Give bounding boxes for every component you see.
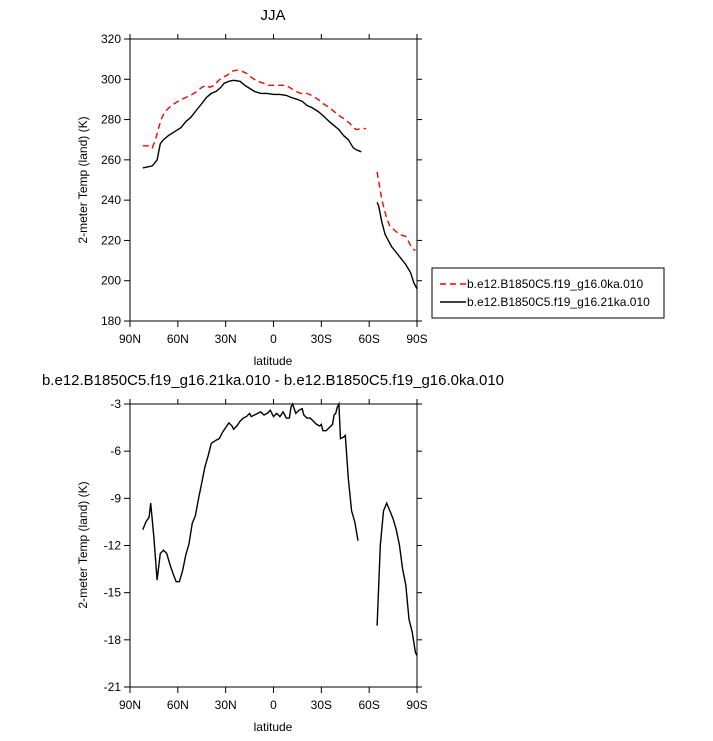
y-axis-label: 2-meter Temp (land) (K) xyxy=(76,116,90,243)
x-tick-label: 30N xyxy=(215,332,237,346)
series-line-0 xyxy=(142,69,366,149)
y-tick-label: 300 xyxy=(101,72,121,86)
x-tick-label: 60N xyxy=(167,698,189,712)
temperature-panel: JJA 180 200 220 240 260 280 300 320 90N 60N 30N 0 3… xyxy=(76,7,665,368)
plot-frame xyxy=(129,403,418,688)
panel-title: JJA xyxy=(260,7,285,24)
series-line-1 xyxy=(376,201,418,290)
difference-panel: b.e12.B1850C5.f19_g16.21ka.010 - b.e12.B… xyxy=(42,372,504,734)
x-tick-label: 60S xyxy=(358,698,379,712)
y-tick-label: -15 xyxy=(104,586,122,600)
y-tick-label: 320 xyxy=(101,32,121,46)
x-tick-label: 90S xyxy=(406,698,427,712)
y-tick-label: -18 xyxy=(104,633,122,647)
y-tick-label: -6 xyxy=(110,444,121,458)
series-line-1 xyxy=(142,79,362,169)
x-tick-label: 60N xyxy=(167,332,189,346)
x-tick-label: 30N xyxy=(215,698,237,712)
y-tick-label: 220 xyxy=(101,233,121,247)
x-tick-label: 90N xyxy=(119,332,141,346)
y-axis-label: 2-meter Temp (land) (K) xyxy=(76,481,90,608)
y-tick-label: -3 xyxy=(110,397,121,411)
legend-box xyxy=(431,267,665,319)
y-tick-label: -21 xyxy=(104,680,122,694)
x-tick-label: 60S xyxy=(358,332,379,346)
y-tick-label: 200 xyxy=(101,274,121,288)
panel-title: b.e12.B1850C5.f19_g16.21ka.010 - b.e12.B… xyxy=(42,372,504,389)
series-line-0 xyxy=(376,501,418,656)
legend-label-21ka: b.e12.B1850C5.f19_g16.21ka.010 xyxy=(467,295,650,309)
y-tick-label: 260 xyxy=(101,153,121,167)
series-line-0 xyxy=(376,171,416,252)
plot-frame xyxy=(129,38,418,322)
x-axis-label: latitude xyxy=(254,720,293,734)
y-tick-label: -12 xyxy=(104,539,122,553)
y-tick-label: 280 xyxy=(101,113,121,127)
x-tick-label: 30S xyxy=(311,332,332,346)
x-tick-label: 90S xyxy=(406,332,427,346)
x-axis-label: latitude xyxy=(254,354,293,368)
x-tick-label: 0 xyxy=(270,698,277,712)
x-tick-label: 0 xyxy=(270,332,277,346)
x-tick-label: 90N xyxy=(119,698,141,712)
legend: b.e12.B1850C5.f19_g16.0ka.010 b.e12.B185… xyxy=(431,267,665,319)
legend-label-0ka: b.e12.B1850C5.f19_g16.0ka.010 xyxy=(467,277,643,291)
y-tick-label: -9 xyxy=(110,491,121,505)
y-tick-label: 180 xyxy=(101,314,121,328)
series-line-0 xyxy=(142,401,359,583)
x-tick-label: 30S xyxy=(311,698,332,712)
y-tick-label: 240 xyxy=(101,193,121,207)
